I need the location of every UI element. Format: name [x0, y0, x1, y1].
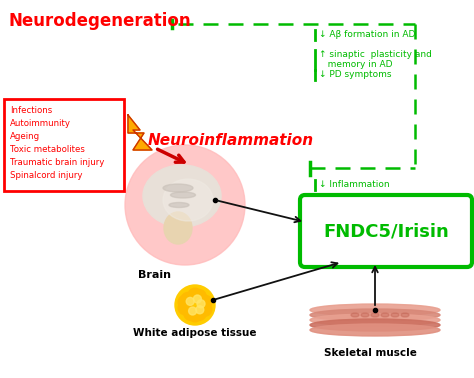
Text: ↓ PD symptoms: ↓ PD symptoms	[319, 70, 392, 79]
Text: ↓ Apoptosis: ↓ Apoptosis	[319, 212, 374, 221]
Text: Neuroinflammation: Neuroinflammation	[148, 133, 314, 148]
Text: White adipose tissue: White adipose tissue	[133, 328, 257, 338]
Text: Brain: Brain	[138, 270, 172, 280]
Circle shape	[196, 306, 204, 314]
Circle shape	[193, 295, 201, 303]
Text: Infections: Infections	[10, 106, 52, 115]
Circle shape	[125, 145, 245, 265]
Ellipse shape	[163, 179, 213, 221]
Text: Traumatic brain injury: Traumatic brain injury	[10, 158, 104, 167]
Circle shape	[184, 307, 198, 321]
Ellipse shape	[361, 313, 369, 317]
Ellipse shape	[381, 313, 389, 317]
Text: ↑ Autophagy: ↑ Autophagy	[319, 228, 379, 237]
Text: ↓ Aβ formation in AD: ↓ Aβ formation in AD	[319, 30, 415, 39]
Ellipse shape	[163, 184, 193, 192]
Ellipse shape	[310, 319, 440, 331]
Ellipse shape	[143, 165, 221, 227]
Text: Neurodegeneration: Neurodegeneration	[8, 12, 191, 30]
Ellipse shape	[310, 324, 440, 336]
Ellipse shape	[391, 313, 399, 317]
Circle shape	[198, 302, 212, 316]
Ellipse shape	[371, 313, 379, 317]
Circle shape	[189, 307, 197, 315]
Circle shape	[192, 290, 206, 304]
Ellipse shape	[351, 313, 359, 317]
Polygon shape	[128, 115, 152, 150]
Circle shape	[188, 288, 202, 302]
FancyBboxPatch shape	[4, 99, 124, 191]
Ellipse shape	[171, 192, 195, 198]
Circle shape	[178, 301, 192, 315]
Text: ↓ Inflammation: ↓ Inflammation	[319, 180, 390, 189]
Circle shape	[181, 293, 195, 307]
Ellipse shape	[310, 304, 440, 316]
Circle shape	[197, 300, 205, 308]
Ellipse shape	[310, 314, 440, 326]
Ellipse shape	[401, 313, 409, 317]
Text: Toxic metabolites: Toxic metabolites	[10, 145, 85, 154]
Circle shape	[178, 295, 192, 309]
Text: Autoimmunity: Autoimmunity	[10, 119, 71, 128]
Circle shape	[198, 295, 212, 309]
Text: ↑ sinaptic  plasticity and
   memory in AD: ↑ sinaptic plasticity and memory in AD	[319, 50, 432, 70]
Text: Ageing: Ageing	[10, 132, 40, 141]
Text: (↑IL-10 and BDNF, ↓IL-6): (↑IL-10 and BDNF, ↓IL-6)	[319, 196, 433, 205]
FancyBboxPatch shape	[300, 195, 472, 267]
Ellipse shape	[164, 212, 192, 244]
Circle shape	[188, 308, 202, 322]
Circle shape	[186, 297, 194, 305]
Ellipse shape	[169, 203, 189, 208]
Text: Spinalcord injury: Spinalcord injury	[10, 171, 82, 180]
Text: FNDC5/Irisin: FNDC5/Irisin	[323, 222, 449, 240]
Circle shape	[175, 285, 215, 325]
Circle shape	[192, 307, 206, 321]
Ellipse shape	[310, 309, 440, 321]
Text: Skeletal muscle: Skeletal muscle	[324, 348, 417, 358]
